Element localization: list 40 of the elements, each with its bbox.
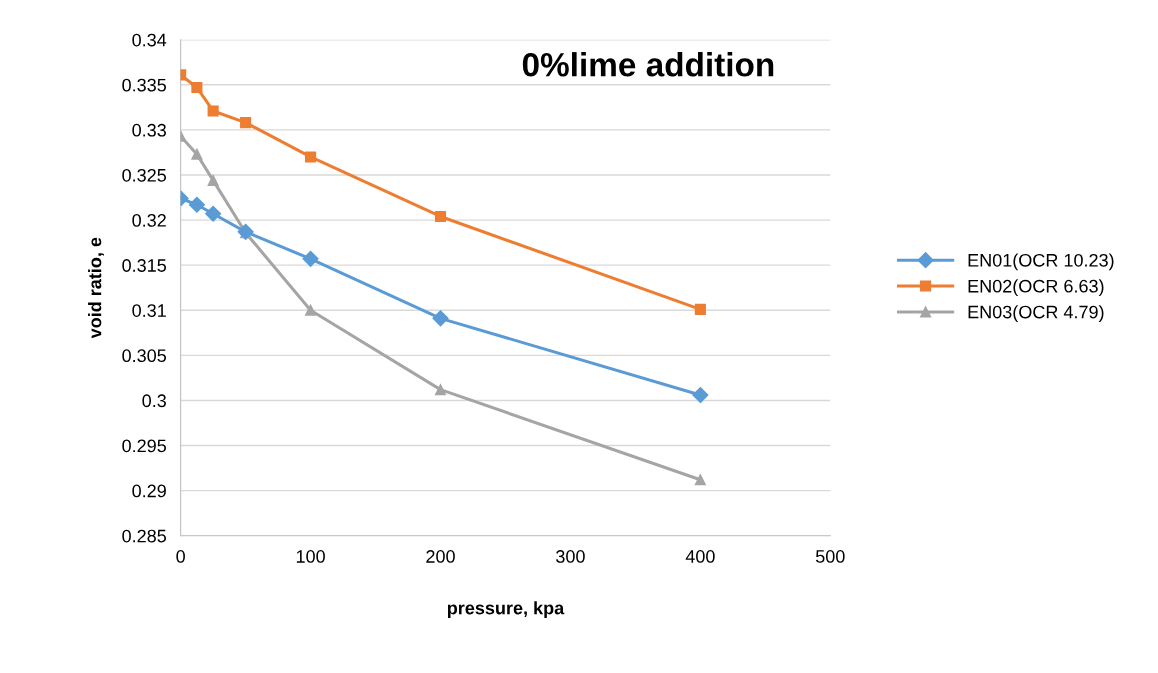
point: [434, 384, 447, 396]
point: [305, 151, 317, 163]
point: [692, 386, 709, 404]
y-tick-label: 0.33: [132, 123, 166, 137]
point: [188, 196, 205, 213]
x-axis-title: pressure, kpa: [447, 601, 565, 618]
x-tick-label: 500: [815, 550, 845, 563]
x-tick-label: 0: [176, 550, 185, 563]
y-tick-label: 0.3: [142, 394, 166, 408]
point: [694, 303, 706, 315]
point: [305, 304, 317, 316]
x-tick-label: 200: [426, 550, 455, 563]
y-tick-label: 0.31: [132, 304, 166, 317]
point: [240, 117, 252, 129]
x-tick-label: 300: [556, 550, 585, 563]
y-tick-label: 0.295: [122, 439, 167, 453]
point: [191, 148, 203, 160]
point: [191, 81, 203, 94]
y-tick-label: 0.29: [132, 484, 166, 498]
y-tick-label: 0.305: [122, 349, 167, 363]
point: [207, 105, 219, 117]
y-tick-label: 0.335: [122, 78, 167, 92]
legend-label: EN01(OCR 10.23): [968, 253, 1114, 271]
point: [432, 310, 449, 327]
y-tick-label: 0.325: [122, 168, 167, 182]
point: [205, 205, 222, 222]
point: [302, 250, 319, 267]
y-tick-label: 0.315: [122, 259, 167, 272]
y-tick-label: 0.34: [132, 33, 167, 47]
y-tick-label: 0.32: [132, 214, 166, 227]
point: [207, 174, 219, 186]
x-tick-label: 400: [685, 550, 715, 563]
x-tick-label: 100: [296, 550, 325, 563]
legend-label: EN03(OCR 4.79): [968, 305, 1104, 322]
point: [434, 210, 447, 223]
y-axis-title: void ratio, e: [88, 237, 104, 339]
point: [694, 474, 706, 486]
legend-label: EN02(OCR 6.63): [968, 279, 1104, 297]
y-tick-label: 0.285: [122, 529, 167, 543]
chart-title: 0%lime addition: [522, 52, 774, 77]
